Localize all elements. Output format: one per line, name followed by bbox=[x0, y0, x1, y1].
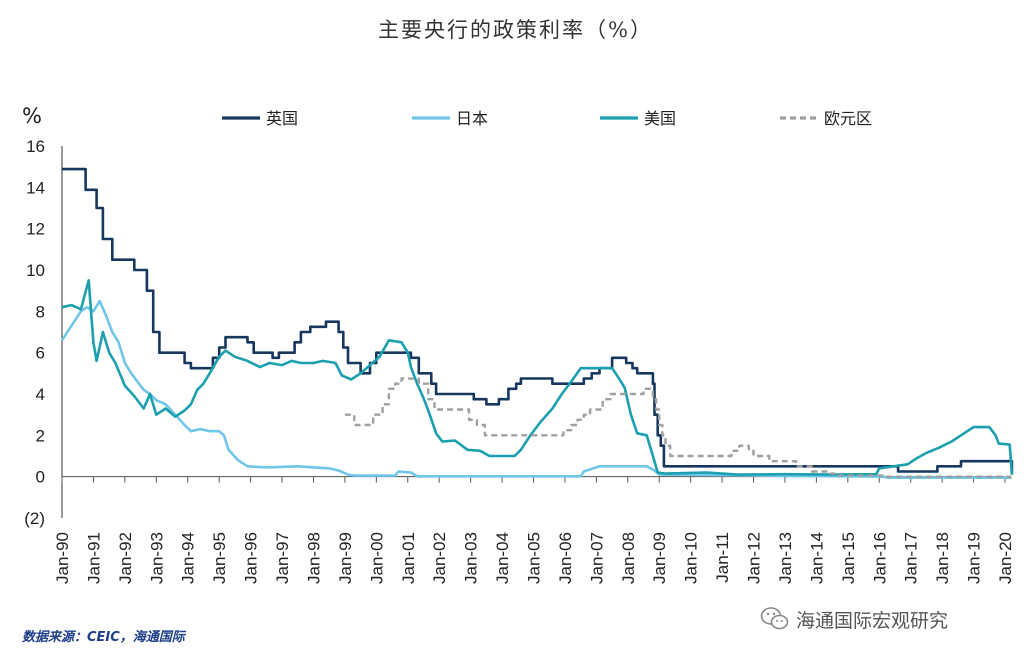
x-tick-label: Jan-08 bbox=[619, 532, 638, 584]
series-line-美国 bbox=[61, 279, 1014, 476]
legend-label: 日本 bbox=[456, 109, 488, 128]
y-tick-label: 8 bbox=[36, 302, 45, 321]
x-tick-label: Jan-18 bbox=[933, 532, 952, 584]
x-tick-label: Jan-90 bbox=[53, 532, 72, 584]
y-axis-unit-label: % bbox=[22, 104, 42, 128]
x-tick-label: Jan-05 bbox=[525, 532, 544, 584]
x-tick-label: Jan-12 bbox=[745, 532, 764, 584]
y-axis: (2) 0 2 4 6 8 10 12 14 16 bbox=[24, 137, 63, 528]
x-tick-label: Jan-16 bbox=[870, 532, 889, 584]
y-tick-label: 14 bbox=[26, 178, 45, 197]
x-tick-label: Jan-98 bbox=[304, 532, 323, 584]
x-tick-label: Jan-92 bbox=[116, 532, 135, 584]
x-tick-label: Jan-95 bbox=[210, 532, 229, 584]
y-tick-label: 0 bbox=[36, 468, 45, 487]
legend-label: 英国 bbox=[266, 109, 298, 128]
y-tick-label: 2 bbox=[36, 426, 45, 445]
x-tick-label: Jan-17 bbox=[902, 532, 921, 584]
x-tick-label: Jan-96 bbox=[242, 532, 261, 584]
legend-label: 欧元区 bbox=[824, 109, 872, 128]
series-line-欧元区 bbox=[344, 377, 1012, 478]
x-tick-label: Jan-14 bbox=[807, 532, 826, 584]
y-tick-label: 6 bbox=[36, 344, 45, 363]
x-tick-label: Jan-93 bbox=[147, 532, 166, 584]
x-tick-label: Jan-97 bbox=[273, 532, 292, 584]
x-tick-label: Jan-13 bbox=[776, 532, 795, 584]
x-axis: Jan-90 Jan-91 Jan-92 Jan-93 Jan-94 Jan-95 Jan-… bbox=[53, 476, 1015, 584]
watermark: 海通国际宏观研究 bbox=[760, 604, 948, 634]
x-tick-label: Jan-09 bbox=[650, 532, 669, 584]
wechat-icon bbox=[760, 607, 789, 630]
x-tick-label: Jan-04 bbox=[493, 532, 512, 584]
x-tick-label: Jan-19 bbox=[965, 532, 984, 584]
y-tick-label: (2) bbox=[24, 509, 45, 528]
x-tick-label: Jan-07 bbox=[587, 532, 606, 584]
legend-label: 美国 bbox=[644, 109, 676, 128]
y-tick-label: 10 bbox=[26, 261, 45, 280]
x-tick-label: Jan-10 bbox=[682, 532, 701, 584]
chart-title: 主要央行的政策利率（%） bbox=[378, 18, 653, 42]
x-tick-label: Jan-15 bbox=[839, 532, 858, 584]
watermark-text: 海通国际宏观研究 bbox=[796, 609, 949, 632]
y-tick-label: 16 bbox=[26, 137, 45, 156]
x-tick-label: Jan-03 bbox=[462, 532, 481, 584]
series-line-日本 bbox=[60, 299, 1012, 479]
x-tick-label: Jan-11 bbox=[713, 532, 732, 583]
series-lines bbox=[60, 167, 1014, 479]
series-line-英国 bbox=[62, 167, 1014, 475]
x-tick-label: Jan-06 bbox=[556, 532, 575, 584]
x-tick-label: Jan-94 bbox=[179, 532, 198, 584]
x-tick-label: Jan-01 bbox=[399, 532, 418, 584]
y-tick-label: 4 bbox=[36, 385, 45, 404]
x-tick-label: Jan-20 bbox=[996, 532, 1015, 584]
chart-legend: 英国 日本 美国 欧元区 bbox=[222, 109, 872, 128]
x-tick-label: Jan-00 bbox=[367, 532, 386, 584]
y-tick-label: 12 bbox=[26, 220, 45, 239]
data-source-note: 数据来源：CEIC，海通国际 bbox=[22, 630, 185, 645]
x-tick-label: Jan-02 bbox=[430, 532, 449, 584]
x-tick-label: Jan-99 bbox=[336, 532, 355, 584]
x-tick-label: Jan-91 bbox=[84, 532, 103, 584]
